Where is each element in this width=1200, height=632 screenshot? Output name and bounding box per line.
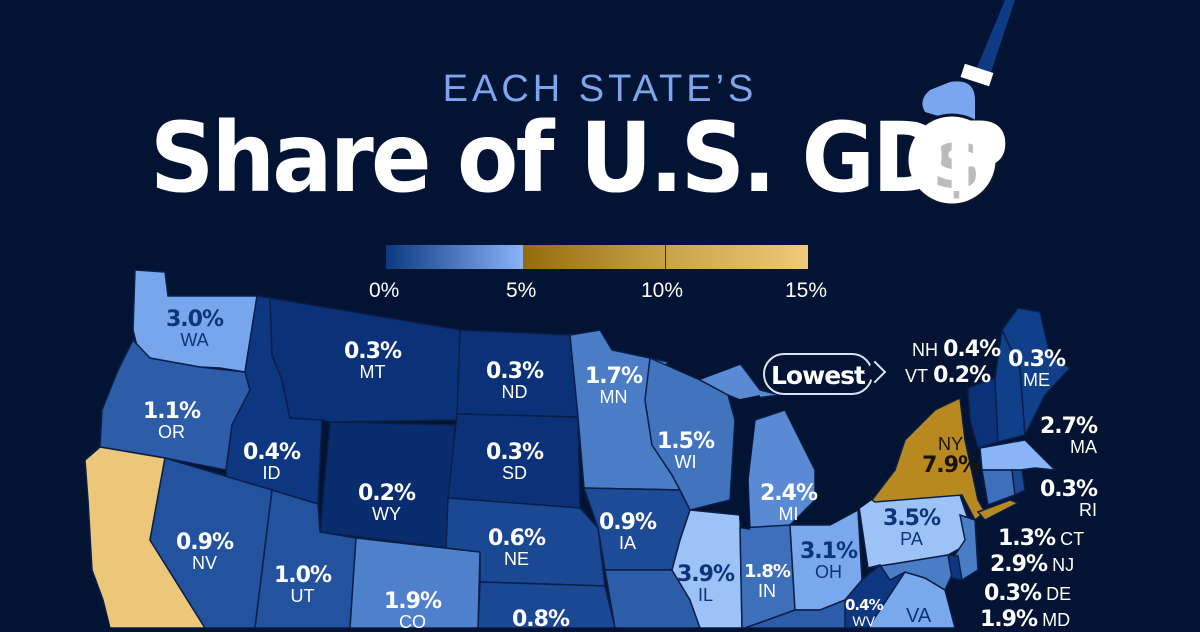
label-md: 1.9% MD (980, 607, 1071, 632)
label-vt: VT 0.2% (905, 363, 991, 388)
hand-coin-illustration: $ (905, 0, 1015, 207)
label-mi: 2.4% MI (760, 481, 818, 525)
label-ct: 1.3% CT (998, 526, 1085, 551)
label-mn: 1.7% MN (585, 364, 643, 408)
label-ny: NY 7.9% (922, 434, 980, 478)
label-nd: 0.3% ND (486, 359, 544, 403)
label-co: 1.9% CO (384, 589, 442, 632)
legend-segment-blue (386, 245, 523, 269)
label-oh: 3.1% OH (800, 539, 858, 583)
label-sd: 0.3% SD (486, 440, 544, 484)
state-ny-long-island[interactable] (976, 499, 1020, 521)
label-pa: 3.5% PA (883, 506, 941, 550)
label-id: 0.4% ID (243, 440, 301, 484)
state-ri[interactable] (1011, 469, 1026, 497)
state-nv[interactable] (149, 457, 273, 628)
label-in: 1.8% IN (744, 561, 791, 601)
label-va: VA (906, 605, 932, 627)
color-scale-legend (386, 245, 808, 269)
label-de: 0.3% DE (984, 581, 1072, 606)
label-wi: 1.5% WI (657, 429, 715, 473)
legend-segment-gold-dark (522, 245, 667, 269)
state-de[interactable] (947, 554, 963, 581)
label-ne: 0.6% NE (488, 526, 546, 570)
label-me: 0.3% ME (1008, 347, 1066, 391)
label-ut: 1.0% UT (274, 563, 332, 607)
state-me[interactable] (1001, 307, 1072, 438)
lake-superior (668, 340, 770, 380)
legend-tick-15: 15% (785, 279, 828, 302)
legend-tick-0: 0% (369, 279, 400, 302)
label-wa: 3.0% WA (166, 307, 224, 351)
lake-huron-erie (780, 395, 872, 525)
label-ri: 0.3% RI (1040, 477, 1098, 521)
label-il: 3.9% IL (677, 562, 735, 606)
page-title: Share of U.S. GDP (150, 102, 1009, 214)
state-ny[interactable] (870, 396, 986, 522)
label-nv: 0.9% NV (176, 530, 234, 574)
label-ia: 0.9% IA (599, 510, 657, 554)
state-vt[interactable] (967, 376, 999, 449)
label-mt: 0.3% MT (344, 339, 402, 383)
lake-michigan (735, 395, 760, 530)
legend-tick-10: 10% (641, 279, 684, 302)
label-nj: 2.9% NJ (990, 552, 1075, 577)
subtitle: EACH STATE’S (442, 68, 758, 110)
svg-text:$: $ (932, 123, 981, 205)
label-ks: 0.8% (512, 607, 570, 632)
label-nh: NH 0.4% (912, 337, 1001, 362)
legend-tick-5: 5% (506, 279, 537, 302)
state-co[interactable] (349, 537, 481, 628)
state-ky[interactable] (744, 598, 853, 628)
legend-segment-gold-light (666, 245, 808, 269)
label-or: 1.1% OR (143, 399, 201, 443)
lowest-callout: Lowest (763, 353, 873, 395)
state-ks[interactable] (477, 581, 616, 628)
label-wv: 0.4% WV (845, 596, 884, 629)
label-wy: 0.2% WY (358, 481, 416, 525)
label-ma: 2.7% MA (1040, 414, 1098, 458)
